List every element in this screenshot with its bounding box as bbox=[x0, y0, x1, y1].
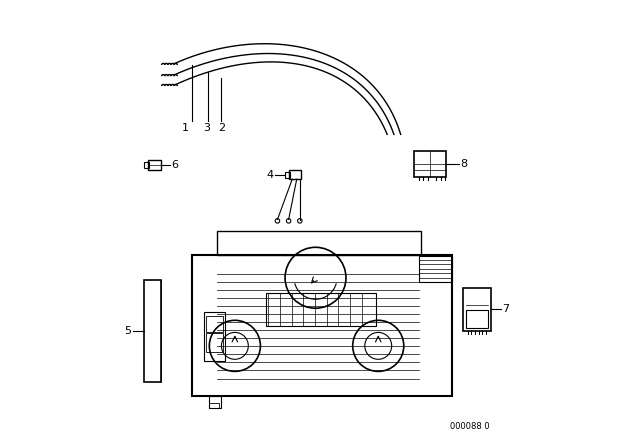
Bar bbox=[285, 172, 289, 178]
Bar bbox=[466, 310, 488, 328]
Bar bbox=[204, 312, 225, 361]
Bar bbox=[192, 255, 452, 396]
Bar bbox=[148, 160, 161, 170]
Text: 1: 1 bbox=[182, 123, 189, 133]
Bar bbox=[209, 396, 221, 408]
Text: 7: 7 bbox=[502, 304, 509, 314]
Bar bbox=[414, 151, 446, 177]
Text: 2: 2 bbox=[218, 123, 225, 133]
Bar bbox=[419, 256, 452, 282]
Bar bbox=[463, 288, 491, 331]
Text: 6: 6 bbox=[171, 160, 178, 170]
Bar bbox=[206, 316, 223, 332]
Text: 4: 4 bbox=[267, 170, 274, 180]
Bar bbox=[145, 280, 161, 382]
Bar bbox=[145, 162, 149, 168]
Bar bbox=[206, 333, 223, 352]
Bar bbox=[266, 293, 376, 326]
Text: 3: 3 bbox=[204, 123, 211, 133]
Text: 5: 5 bbox=[124, 326, 131, 336]
Text: 8: 8 bbox=[460, 159, 467, 169]
Bar bbox=[289, 170, 301, 179]
Text: 000088 0: 000088 0 bbox=[450, 422, 490, 431]
Bar bbox=[217, 231, 421, 255]
Bar bbox=[209, 403, 219, 408]
